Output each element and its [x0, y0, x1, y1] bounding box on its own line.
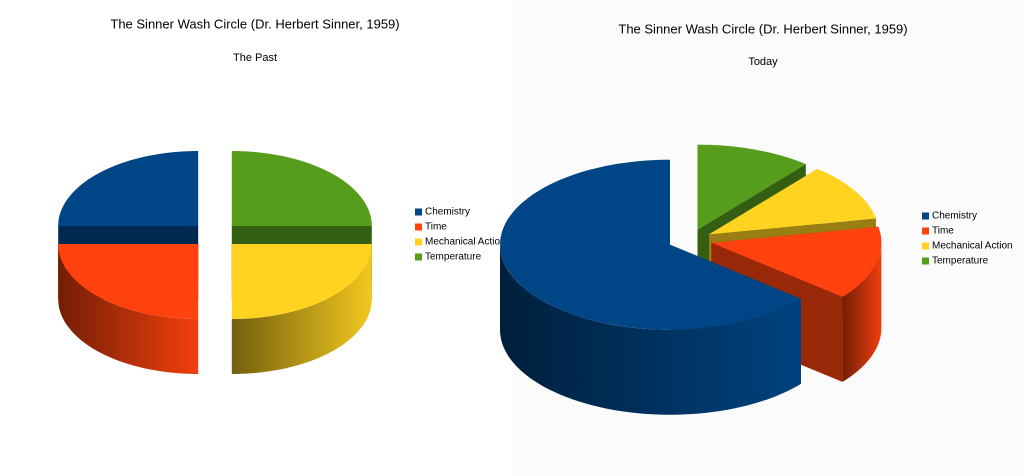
- legend-swatch: [415, 208, 422, 216]
- slice-top: [500, 159, 801, 330]
- legend-swatch: [922, 242, 929, 250]
- chart-title: The Sinner Wash Circle (Dr. Herbert Sinn…: [618, 21, 907, 36]
- chart-title: The Sinner Wash Circle (Dr. Herbert Sinn…: [110, 16, 399, 31]
- legend-swatch: [922, 212, 929, 220]
- chart-subtitle: The Past: [233, 52, 277, 64]
- slice-top: [711, 226, 882, 297]
- slice-top: [709, 168, 876, 235]
- legend-swatch: [415, 253, 422, 261]
- legend-label: Chemistry: [932, 211, 977, 222]
- legend-swatch: [415, 238, 422, 246]
- legend-label: Temperature: [932, 256, 989, 267]
- slice-top: [58, 151, 199, 226]
- legend-label: Mechanical Action: [932, 241, 1013, 252]
- chart-subtitle: Today: [748, 56, 778, 68]
- slice-top: [231, 151, 372, 226]
- legend-label: Mechanical Action: [425, 237, 506, 248]
- slice-side: [500, 244, 801, 415]
- legend-label: Time: [932, 226, 954, 237]
- slice-top: [231, 244, 372, 319]
- legend-swatch: [922, 257, 929, 265]
- legend-label: Temperature: [425, 252, 482, 263]
- slice-top: [697, 144, 806, 230]
- slice-top: [58, 244, 199, 319]
- legend-label: Chemistry: [425, 207, 470, 218]
- legend-label: Time: [425, 222, 447, 233]
- slice-side: [842, 242, 882, 382]
- legend-swatch: [922, 227, 929, 235]
- legend-swatch: [415, 223, 422, 231]
